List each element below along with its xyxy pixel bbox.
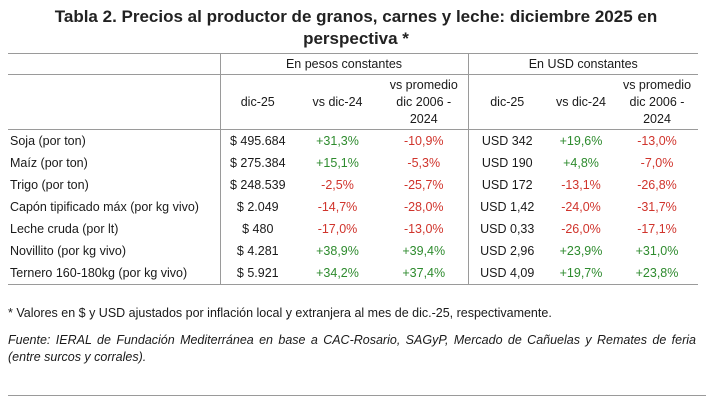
col-usd-yoy: vs dic-24 — [546, 74, 616, 130]
table-row: Ternero 160-180kg (por kg vivo) $ 5.921 +3… — [8, 262, 698, 285]
cell-ars-yoy: -14,7% — [317, 200, 358, 214]
cell-ars-avg: -5,3% — [407, 156, 441, 170]
title-line-1: Tabla 2. Precios al productor de granos,… — [54, 7, 658, 26]
col-usd-current: dic-25 — [467, 74, 546, 130]
table-row: Maíz (por ton) $ 275.384 +15,1% -5,3% USD 19… — [8, 152, 698, 174]
cell-ars-yoy: +38,9% — [316, 244, 359, 258]
col-usd-avg-line2: dic 2006 - — [629, 94, 685, 109]
group-header-ars: En pesos constantes — [219, 53, 468, 75]
cell-ars-current: $ 480 — [219, 218, 295, 240]
footnote: * Valores en $ y USD ajustados por infla… — [8, 306, 552, 320]
cell-ars-yoy: +34,2% — [295, 262, 380, 285]
table-row: Leche cruda (por lt) $ 480 -17,0% -13,0% USD… — [8, 218, 698, 240]
cell-ars-yoy: -17,0% — [317, 222, 358, 236]
row-label: Maíz (por ton) — [10, 156, 88, 170]
cell-ars-avg: +39,4% — [402, 244, 446, 258]
col-ars-avg-line3: 2024 — [409, 111, 438, 126]
cell-ars-avg: -28,0% — [403, 200, 444, 214]
cell-ars-current: $ 248.539 — [219, 174, 295, 196]
row-label: Trigo (por ton) — [10, 178, 89, 192]
blank-subheader — [8, 74, 220, 130]
col-ars-avg: vs promedio dic 2006 - 2024 — [380, 74, 468, 130]
group-header-usd: En USD constantes — [467, 53, 698, 75]
row-label: Soja (por ton) — [10, 134, 86, 148]
source-note: Fuente: IERAL de Fundación Mediterránea … — [8, 333, 696, 364]
row-label: Capón tipificado máx (por kg vivo) — [10, 200, 199, 214]
cell-usd-avg: -13,0% — [637, 134, 677, 148]
bottom-rule — [8, 395, 706, 396]
cell-ars-current: $ 4.281 — [219, 240, 295, 262]
cell-usd-yoy: -13,1% — [561, 178, 601, 192]
cell-ars-yoy: +31,3% — [316, 134, 359, 148]
cell-usd-current: USD 342 — [467, 129, 546, 152]
table-row: Novillito (por kg vivo) $ 4.281 +38,9% +39,… — [8, 240, 698, 262]
cell-usd-avg: -26,8% — [637, 178, 677, 192]
cell-ars-yoy: +15,1% — [316, 156, 359, 170]
row-label: Leche cruda (por lt) — [10, 222, 119, 236]
table-body: Soja (por ton) $ 495.684 +31,3% -10,9% USD 3… — [8, 129, 698, 285]
cell-usd-current: USD 2,96 — [467, 240, 546, 262]
cell-ars-avg: -13,0% — [403, 222, 444, 236]
col-usd-avg-line1: vs promedio — [622, 77, 692, 92]
table-title: Tabla 2. Precios al productor de granos,… — [0, 6, 712, 50]
col-usd-avg-line3: 2024 — [643, 111, 671, 126]
cell-usd-current: USD 1,42 — [467, 196, 546, 218]
price-table: En pesos constantes En USD constantes di… — [8, 53, 698, 285]
col-ars-current: dic-25 — [219, 74, 295, 130]
cell-usd-avg: +31,0% — [635, 244, 679, 258]
table-row: Capón tipificado máx (por kg vivo) $ 2.04… — [8, 196, 698, 218]
table-row: Soja (por ton) $ 495.684 +31,3% -10,9% USD 3… — [8, 129, 698, 152]
cell-usd-yoy: -24,0% — [561, 200, 601, 214]
cell-usd-yoy: +23,9% — [559, 244, 603, 258]
table-row: Trigo (por ton) $ 248.539 -2,5% -25,7% USD 1… — [8, 174, 698, 196]
col-ars-avg-line1: vs promedio — [389, 77, 458, 92]
cell-usd-yoy: +4,8% — [563, 156, 599, 170]
cell-ars-avg: -25,7% — [403, 178, 444, 192]
group-header-row: En pesos constantes En USD constantes — [8, 53, 698, 75]
cell-ars-current: $ 2.049 — [219, 196, 295, 218]
blank-header — [8, 53, 220, 75]
cell-usd-avg: -31,7% — [637, 200, 677, 214]
cell-ars-avg: +37,4% — [380, 262, 468, 285]
cell-usd-current: USD 190 — [467, 152, 546, 174]
cell-usd-yoy: +19,7% — [546, 262, 616, 285]
title-line-2: perspectiva * — [303, 29, 409, 48]
cell-usd-avg: -17,1% — [637, 222, 677, 236]
cell-usd-current: USD 172 — [467, 174, 546, 196]
cell-usd-current: USD 0,33 — [467, 218, 546, 240]
cell-ars-current: $ 5.921 — [219, 262, 295, 285]
column-header-row: dic-25 vs dic-24 vs promedio dic 2006 - … — [8, 74, 698, 130]
row-label: Novillito (por kg vivo) — [10, 244, 127, 258]
cell-ars-current: $ 495.684 — [219, 129, 295, 152]
col-ars-avg-line2: dic 2006 - — [396, 94, 452, 109]
row-label: Ternero 160-180kg (por kg vivo) — [8, 262, 220, 285]
cell-ars-current: $ 275.384 — [219, 152, 295, 174]
cell-usd-avg: -7,0% — [640, 156, 674, 170]
cell-ars-yoy: -2,5% — [321, 178, 354, 192]
cell-usd-yoy: +19,6% — [559, 134, 603, 148]
col-ars-yoy: vs dic-24 — [295, 74, 380, 130]
col-usd-avg: vs promedio dic 2006 - 2024 — [616, 74, 698, 130]
cell-usd-yoy: -26,0% — [561, 222, 601, 236]
cell-usd-current: USD 4,09 — [467, 262, 546, 285]
cell-usd-avg: +23,8% — [616, 262, 698, 285]
cell-ars-avg: -10,9% — [403, 134, 444, 148]
